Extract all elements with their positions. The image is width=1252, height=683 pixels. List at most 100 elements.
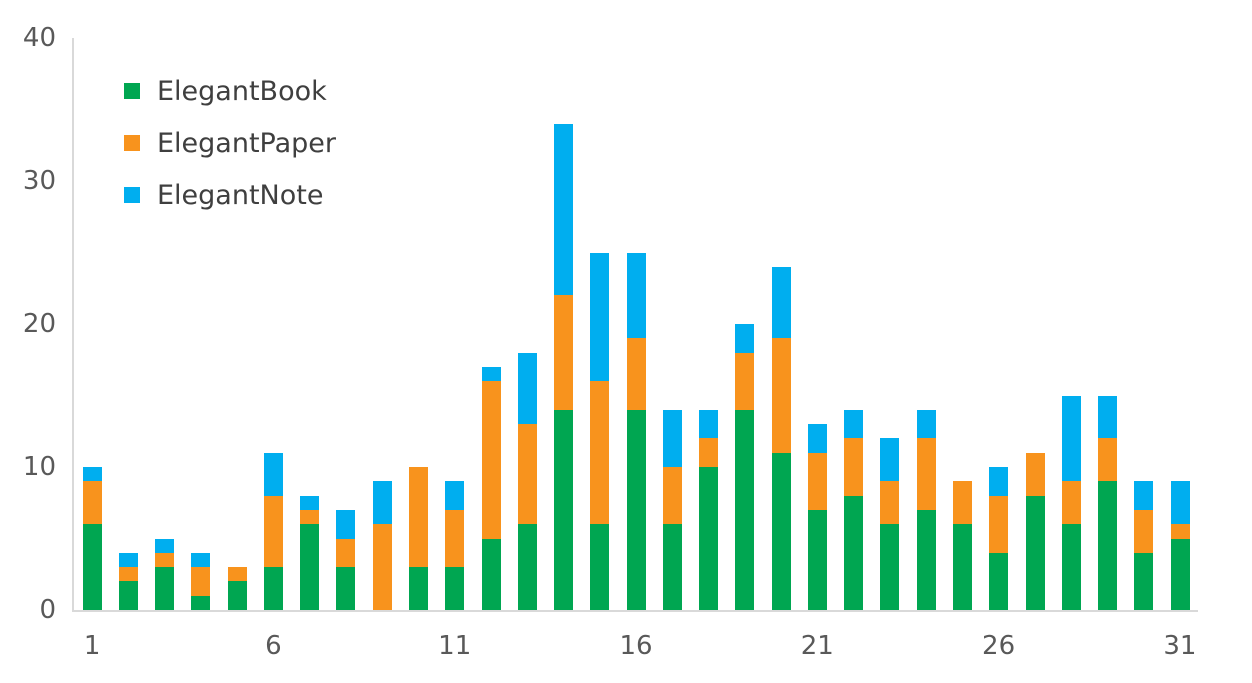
y-tick-label-0: 0 (39, 595, 56, 625)
legend-label: ElegantBook (157, 75, 327, 107)
bar-segment-elegantpaper-day-29 (1098, 438, 1118, 482)
bar-segment-elegantnote-day-11 (445, 481, 465, 510)
bar-segment-elegantnote-day-31 (1170, 481, 1190, 525)
bar-segment-elegantpaper-day-9 (372, 524, 392, 610)
bar-segment-elegantpaper-day-30 (1134, 509, 1154, 553)
bar-day-28 (1061, 395, 1081, 610)
bar-segment-elegantnote-day-23 (880, 438, 900, 482)
bar-segment-elegantbook-day-18 (699, 467, 719, 610)
bar-segment-elegantnote-day-30 (1134, 481, 1154, 510)
bar-segment-elegantpaper-day-3 (155, 552, 175, 568)
bar-segment-elegantbook-day-13 (517, 524, 537, 610)
bar-segment-elegantnote-day-4 (191, 552, 211, 568)
bar-segment-elegantnote-day-18 (699, 409, 719, 439)
bar-slot-day-13 (509, 38, 545, 610)
bar-slot-day-15 (582, 38, 618, 610)
legend-item-elegantpaper: ElegantPaper (124, 127, 337, 159)
bar-slot-day-25 (944, 38, 980, 610)
bar-slot-day-14 (545, 38, 581, 610)
bar-slot-day-7 (292, 38, 328, 610)
bar-day-13 (517, 352, 537, 610)
y-tick-label-30: 30 (22, 166, 56, 196)
bar-slot-day-27 (1017, 38, 1053, 610)
bar-slot-day-17 (654, 38, 690, 610)
bar-segment-elegantnote-day-13 (517, 352, 537, 425)
bar-segment-elegantnote-day-16 (626, 252, 646, 339)
bar-segment-elegantpaper-day-11 (445, 509, 465, 568)
bar-segment-elegantpaper-day-18 (699, 438, 719, 467)
bar-segment-elegantbook-day-28 (1061, 524, 1081, 610)
bar-segment-elegantpaper-day-26 (989, 495, 1009, 553)
bar-segment-elegantpaper-day-27 (1025, 452, 1045, 496)
bar-day-19 (735, 324, 755, 610)
bar-slot-day-31 (1162, 38, 1198, 610)
bar-segment-elegantnote-day-17 (662, 409, 682, 468)
bar-slot-day-2 (110, 38, 146, 610)
bar-segment-elegantnote-day-24 (916, 409, 936, 439)
bar-day-15 (590, 252, 610, 610)
bar-segment-elegantnote-day-26 (989, 467, 1009, 496)
bar-segment-elegantnote-day-28 (1061, 395, 1081, 482)
bar-segment-elegantnote-day-2 (118, 552, 138, 568)
bar-segment-elegantbook-day-5 (227, 581, 247, 610)
bar-day-1 (82, 467, 102, 610)
bar-slot-day-22 (836, 38, 872, 610)
legend-label: ElegantNote (157, 179, 324, 211)
bar-segment-elegantnote-day-15 (590, 252, 610, 382)
bar-day-14 (554, 123, 574, 610)
legend-item-elegantbook: ElegantBook (124, 75, 336, 107)
bar-day-21 (807, 424, 827, 610)
plot-area (72, 38, 1198, 612)
bar-segment-elegantpaper-day-31 (1170, 524, 1190, 539)
bar-segment-elegantpaper-day-17 (662, 467, 682, 525)
bar-slot-day-6 (255, 38, 291, 610)
bar-segment-elegantpaper-day-23 (880, 481, 900, 525)
bar-slot-day-3 (147, 38, 183, 610)
bar-segment-elegantnote-day-12 (481, 366, 501, 382)
bar-day-18 (699, 409, 719, 610)
legend-swatch-icon (124, 83, 140, 99)
bar-segment-elegantpaper-day-7 (300, 509, 320, 525)
bar-day-27 (1025, 452, 1045, 610)
x-tick-label-1: 1 (83, 631, 101, 661)
bar-segment-elegantpaper-day-12 (481, 381, 501, 539)
bar-segment-elegantbook-day-24 (916, 509, 936, 610)
bar-segment-elegantpaper-day-19 (735, 352, 755, 410)
bar-day-6 (263, 452, 283, 610)
x-tick-label-6: 6 (265, 631, 282, 661)
bar-slot-day-16 (618, 38, 654, 610)
bar-slot-day-9 (364, 38, 400, 610)
bar-segment-elegantbook-day-15 (590, 524, 610, 610)
bar-segment-elegantnote-day-9 (372, 481, 392, 525)
bar-segment-elegantpaper-day-6 (263, 495, 283, 568)
legend: ElegantBook ElegantPaper ElegantNote (124, 75, 337, 211)
bar-segment-elegantbook-day-27 (1025, 495, 1045, 610)
legend-item-elegantnote: ElegantNote (124, 179, 336, 211)
bar-segment-elegantbook-day-29 (1098, 481, 1118, 610)
bar-slot-day-21 (799, 38, 835, 610)
bar-day-4 (191, 552, 211, 610)
bar-segment-elegantpaper-day-24 (916, 438, 936, 510)
bar-day-11 (445, 481, 465, 610)
y-tick-label-20: 20 (22, 309, 56, 339)
legend-label: ElegantPaper (157, 127, 337, 159)
bar-slot-day-24 (908, 38, 944, 610)
bar-slot-day-5 (219, 38, 255, 610)
bar-day-29 (1098, 395, 1118, 610)
bar-segment-elegantnote-day-21 (807, 424, 827, 453)
bar-segment-elegantnote-day-29 (1098, 395, 1118, 439)
bar-segment-elegantnote-day-22 (844, 409, 864, 439)
bar-slot-day-12 (473, 38, 509, 610)
bar-segment-elegantbook-day-3 (155, 567, 175, 610)
bar-segment-elegantbook-day-12 (481, 538, 501, 610)
bar-slot-day-23 (872, 38, 908, 610)
bar-segment-elegantbook-day-25 (953, 524, 972, 610)
bar-segment-elegantpaper-day-16 (626, 338, 646, 410)
bar-segment-elegantbook-day-19 (735, 409, 755, 610)
bar-segment-elegantbook-day-14 (554, 409, 574, 610)
x-tick-label-31: 31 (1163, 631, 1197, 661)
bar-segment-elegantbook-day-1 (82, 524, 102, 610)
bar-segment-elegantnote-day-8 (336, 509, 356, 539)
bar-segment-elegantpaper-day-4 (191, 567, 211, 596)
